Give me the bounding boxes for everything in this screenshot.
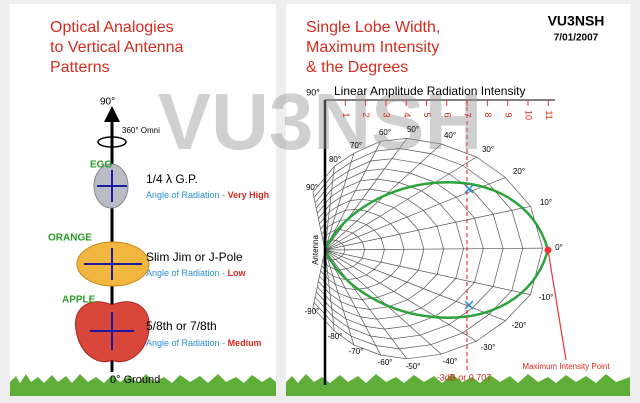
intensity-arc: [319, 198, 425, 300]
angle-label: 0°: [555, 243, 563, 252]
scale-tick-label: 9: [503, 112, 513, 117]
angle-label: -50°: [406, 362, 421, 371]
panel-title: Single Lobe Width,: [306, 19, 440, 36]
angle-label: Angle of Radiation -: [146, 268, 228, 278]
angle-label: -70°: [349, 347, 364, 356]
radial-line: [324, 249, 408, 360]
radial-line: [312, 192, 326, 251]
omni-label: 360° Omni: [122, 126, 160, 135]
angle-label: -30°: [481, 343, 496, 352]
angle-value: Low: [228, 268, 247, 278]
angle-label: -40°: [443, 357, 458, 366]
intensity-arc: [315, 168, 484, 330]
radial-line: [324, 249, 355, 345]
angle-label: -10°: [539, 293, 554, 302]
scale-tick-label: 11: [544, 110, 554, 119]
radial-line: [324, 249, 335, 331]
radial-line: [324, 205, 531, 251]
antenna-name: Slim Jim or J-Pole: [146, 250, 243, 264]
angle-of-radiation: Angle of Radiation - Low: [146, 268, 247, 278]
angle-label: Angle of Radiation -: [146, 190, 228, 200]
angle-value: Medium: [228, 338, 262, 348]
scale-title: Linear Amplitude Radiation Intensity: [334, 84, 525, 98]
scale-tick-label: 5: [422, 112, 432, 117]
scale-tick-label: 8: [483, 112, 493, 117]
radial-line: [324, 249, 506, 322]
radial-line: [324, 138, 408, 251]
lobe: [323, 99, 567, 385]
intensity-arc: [312, 138, 543, 360]
radial-line: [324, 166, 335, 251]
intensity-arc: [321, 219, 385, 281]
left-graphics: [75, 106, 150, 372]
panel-title: Optical Analogies: [50, 19, 174, 36]
scale-tick-label: 7: [463, 112, 473, 117]
intensity-arc: [320, 209, 405, 290]
radial-line: [324, 177, 506, 251]
callsign: VU3NSH: [548, 13, 605, 29]
angle-label: 30°: [482, 145, 494, 154]
scale-tick-label: 4: [402, 112, 412, 117]
panel-title: Maximum Intensity: [306, 39, 439, 56]
antenna-name: 5/8th or 7/8th: [146, 319, 217, 333]
scale-tick-label: 6: [442, 112, 452, 117]
intensity-arc: [318, 188, 445, 310]
angle-label: -80°: [328, 332, 343, 341]
top-angle-label: 90°: [100, 97, 115, 108]
angle-label: -20°: [512, 321, 527, 330]
radial-line: [324, 249, 442, 355]
angle-label: -60°: [378, 358, 393, 367]
max-intensity-label: Maximum Intensity Point: [522, 362, 610, 371]
angle-label: 60°: [379, 128, 391, 137]
angle-label: 70°: [350, 141, 362, 150]
intensity-arc: [313, 148, 524, 350]
radial-line: [324, 247, 543, 251]
grass: [10, 374, 630, 396]
angle-of-radiation: Angle of Radiation - Very High: [146, 190, 269, 200]
panel-title: to Vertical Antenna: [50, 39, 184, 56]
angle-value: Very High: [228, 190, 270, 200]
angle-label: 10°: [540, 198, 552, 207]
top-angle-label: 90°: [306, 87, 320, 97]
radial-line: [324, 156, 477, 251]
radial-line: [324, 141, 382, 251]
angle-label: 40°: [444, 131, 456, 140]
radial-line: [312, 249, 326, 308]
angle-label: -90°: [305, 307, 320, 316]
antenna-axis-label: Antenna: [311, 235, 320, 265]
scale-tick-label: 10: [524, 110, 534, 120]
watermark: VU3NSH: [158, 77, 483, 166]
radial-line: [324, 249, 531, 295]
intensity-arc: [317, 178, 464, 320]
angle-label: 50°: [407, 125, 419, 134]
angle-label: 20°: [513, 167, 525, 176]
intensity-arc: [314, 158, 504, 340]
radial-line: [324, 153, 355, 251]
intensity-arc: [322, 229, 365, 271]
angle-label: Angle of Radiation -: [146, 338, 228, 348]
angle-of-radiation: Angle of Radiation - Medium: [146, 338, 262, 348]
panel-title: Patterns: [50, 59, 110, 76]
fruit-label: ORANGE: [48, 233, 92, 244]
panel-title: & the Degrees: [306, 59, 408, 76]
radial-line: [324, 249, 477, 342]
scale-tick-label: 3: [382, 112, 392, 117]
scale-tick-label: 1: [341, 112, 351, 117]
date: 7/01/2007: [554, 33, 599, 44]
angle-label: 80°: [329, 155, 341, 164]
antenna-name: 1/4 λ G.P.: [146, 172, 198, 186]
ground-label: 0° Ground: [110, 374, 160, 386]
scale-tick-label: 2: [361, 112, 371, 117]
angle-label: 90°: [306, 183, 318, 192]
fruit-label: EGG: [90, 160, 112, 171]
fruit-label: APPLE: [62, 295, 96, 306]
dashed-line-label: -3dB or 0.707: [437, 372, 492, 382]
